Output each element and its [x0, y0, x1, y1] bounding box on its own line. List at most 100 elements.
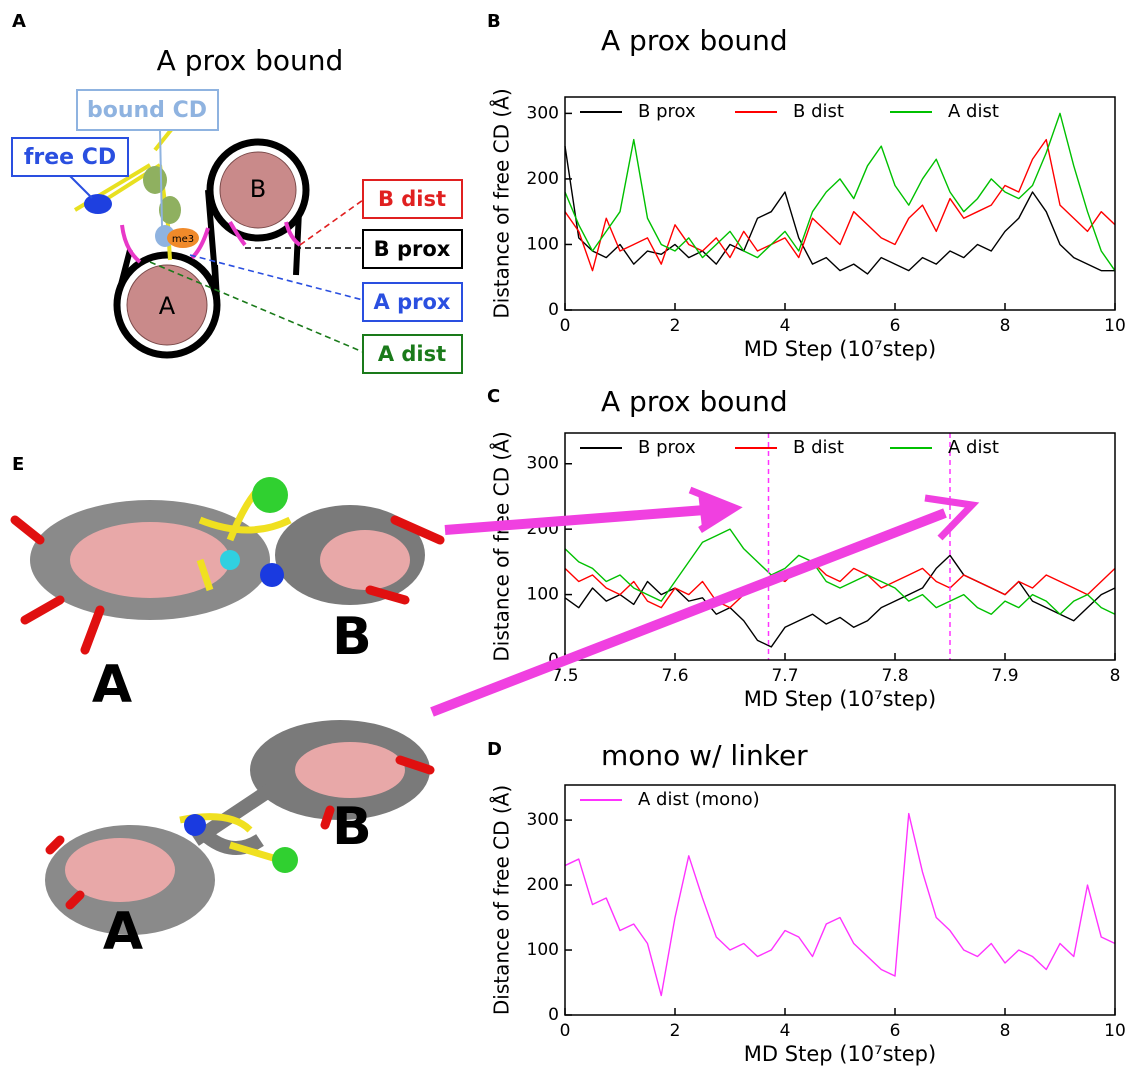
connector: [299, 199, 364, 246]
x-tick-label: 4: [780, 316, 791, 336]
me3-mark: [167, 228, 199, 248]
x-tick-label: 4: [780, 1021, 791, 1041]
x-tick-label: 0: [560, 1021, 571, 1041]
legend-label: B dist: [793, 101, 844, 122]
arrowhead: [924, 494, 980, 541]
label-box: [362, 229, 463, 269]
nucleosome: [219, 151, 297, 229]
x-tick-label: 2: [670, 316, 681, 336]
arrowhead: [688, 486, 743, 533]
label-box: [362, 334, 463, 374]
legend-label: B prox: [638, 101, 696, 122]
x-tick-label: 10: [1104, 1021, 1126, 1041]
charts: A prox bound MD Step (10⁷step) Distance of…: [490, 24, 1126, 1066]
series-line: [564, 528, 1116, 615]
legend-label: A dist (mono): [638, 789, 760, 810]
nucleosome-label: B: [250, 175, 266, 203]
label-box: [362, 282, 463, 322]
linker: [73, 123, 177, 261]
y-tick-label: 300: [527, 454, 559, 474]
label: B prox: [374, 237, 451, 261]
x-tick-label: 6: [890, 1021, 901, 1041]
label: bound CD: [87, 98, 207, 123]
legend-label: B dist: [793, 437, 844, 458]
arrows: [430, 486, 980, 717]
cd: [252, 477, 288, 513]
series-line: [564, 554, 1116, 648]
label: A prox: [374, 290, 451, 314]
cd: [272, 847, 298, 873]
histone-core: [295, 742, 405, 798]
x-axis-label: MD Step (10⁷step): [744, 1042, 936, 1066]
y-axis-label: Distance of free CD (Å): [490, 785, 514, 1015]
legend-label: B prox: [638, 437, 696, 458]
panel-label: A: [12, 11, 26, 32]
cd: [260, 563, 284, 587]
structure-label: B: [332, 607, 372, 667]
nucleosome-label: A: [159, 292, 176, 320]
y-tick-label: 100: [527, 234, 559, 254]
legend-label: A dist: [948, 437, 999, 458]
diagram: A prox bound A B me3 bound CD free CD B …: [11, 44, 463, 374]
domain: [143, 166, 167, 194]
plot-frame: [564, 96, 1116, 311]
arrow: [430, 508, 947, 717]
y-tick-label: 0: [548, 300, 559, 320]
x-tick-label: 6: [890, 316, 901, 336]
series-line: [564, 812, 1116, 997]
arrowhead: [698, 492, 735, 528]
x-tick-label: 10: [1104, 316, 1126, 336]
tail: [120, 221, 302, 264]
arrow: [444, 505, 706, 535]
histone-core: [65, 838, 175, 902]
x-tick-label: 7.6: [661, 666, 688, 686]
x-tick-label: 0: [560, 316, 571, 336]
series-line: [564, 561, 1116, 609]
structure-label: A: [103, 902, 143, 962]
y-axis-label: Distance of free CD (Å): [490, 88, 514, 318]
free-cd: [84, 194, 112, 214]
panel-label: D: [487, 739, 502, 760]
label-box: [76, 89, 219, 131]
series-line: [564, 146, 1115, 275]
structure-label: A: [92, 655, 132, 715]
chart-title: A prox bound: [601, 385, 788, 418]
structure-label: B: [332, 797, 372, 857]
x-tick-label: 7.8: [881, 666, 908, 686]
y-tick-label: 100: [527, 585, 559, 605]
x-tick-label: 8: [1000, 1021, 1011, 1041]
label-box: [11, 137, 129, 177]
label-box: [362, 179, 463, 219]
tails: [45, 755, 435, 910]
x-tick-label: 8: [1110, 666, 1121, 686]
nucleosome: [126, 264, 208, 346]
x-axis-label: MD Step (10⁷step): [744, 337, 936, 361]
cd: [220, 550, 240, 570]
panel-label: C: [487, 386, 500, 407]
y-tick-label: 200: [527, 169, 559, 189]
y-tick-label: 300: [527, 103, 559, 123]
x-tick-label: 7.7: [771, 666, 798, 686]
x-tick-label: 2: [670, 1021, 681, 1041]
connectors: [149, 199, 364, 353]
y-tick-label: 300: [527, 810, 559, 830]
series-line: [564, 112, 1116, 272]
panel-label: B: [487, 11, 501, 32]
series-line: [564, 138, 1116, 272]
cd: [184, 814, 206, 836]
domain: [159, 196, 181, 224]
legend-label: A dist: [948, 101, 999, 122]
y-axis-label: Distance of free CD (Å): [490, 431, 514, 661]
panel-label: E: [12, 454, 24, 475]
connector: [69, 175, 93, 199]
connector: [159, 129, 163, 227]
plot-frame: [564, 784, 1116, 1016]
connector: [149, 261, 364, 353]
x-tick-label: 7.9: [991, 666, 1018, 686]
chart-title: mono w/ linker: [601, 739, 808, 772]
diagram-title: A prox bound: [157, 44, 344, 77]
y-tick-label: 200: [527, 875, 559, 895]
y-tick-label: 0: [548, 1005, 559, 1025]
label: B dist: [378, 187, 446, 211]
